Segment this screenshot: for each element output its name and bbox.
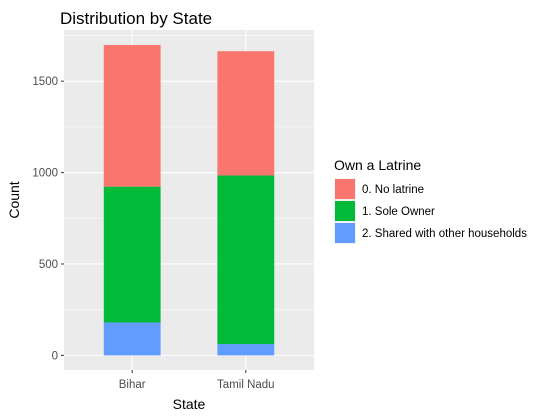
legend-title: Own a Latrine	[334, 157, 421, 173]
bar-segment	[103, 322, 161, 356]
legend-swatch	[335, 179, 355, 199]
x-axis-title: State	[173, 396, 206, 412]
bar-segment	[217, 51, 275, 176]
bars	[103, 44, 275, 356]
x-tick-label: Tamil Nadu	[217, 379, 275, 391]
legend-label: 2. Shared with other households	[362, 228, 527, 240]
x-tick-label: Bihar	[119, 379, 146, 391]
bar-segment	[217, 344, 275, 356]
y-tick-label: 1000	[32, 168, 58, 180]
legend-swatch	[335, 201, 355, 221]
x-axis: Bihar Tamil Nadu	[119, 370, 275, 391]
bar-segment	[103, 44, 161, 187]
bar-segment	[103, 186, 161, 323]
legend-label: 1. Sole Owner	[362, 206, 435, 218]
legend-swatch	[335, 223, 355, 243]
legend: Own a Latrine 0. No latrine 1. Sole Owner…	[334, 157, 527, 244]
y-axis: 0 500 1000 1500	[32, 76, 64, 362]
y-axis-title: Count	[6, 181, 22, 218]
legend-label: 0. No latrine	[362, 184, 424, 196]
y-tick-label: 500	[39, 259, 58, 271]
chart-title: Distribution by State	[60, 9, 212, 28]
legend-items: 0. No latrine 1. Sole Owner 2. Shared with…	[334, 178, 527, 244]
y-tick-label: 1500	[32, 76, 58, 88]
bar-segment	[217, 175, 275, 345]
y-tick-label: 0	[52, 350, 58, 362]
